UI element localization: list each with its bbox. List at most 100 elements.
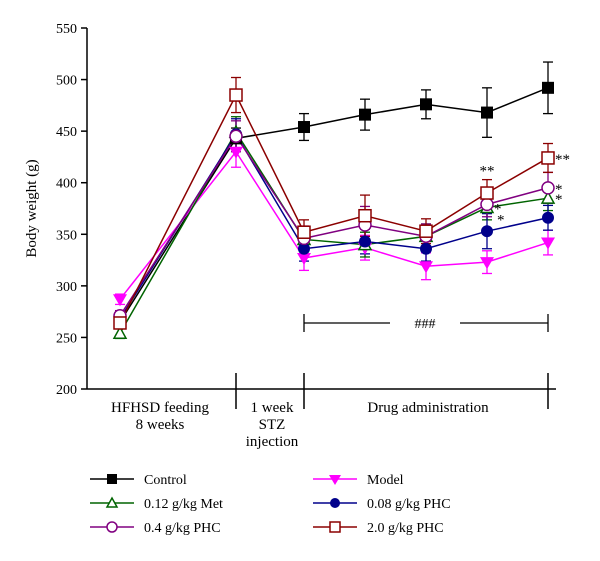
phase-label: HFHSD feeding: [111, 400, 209, 416]
data-point: [297, 253, 311, 266]
y-tick-label: 250: [56, 331, 77, 346]
marker-shape: [329, 521, 341, 533]
marker-shape: [419, 224, 433, 238]
data-point: [542, 211, 554, 224]
y-tick-label: 400: [56, 177, 77, 192]
legend-label: 0.12 g/kg Met: [144, 497, 223, 512]
y-tick-label: 300: [56, 280, 77, 295]
data-point: [298, 121, 310, 134]
y-tick-label: 200: [56, 383, 77, 398]
legend-label: 0.4 g/kg PHC: [144, 521, 221, 536]
data-point: [359, 235, 371, 248]
phase-label: Drug administration: [367, 400, 489, 416]
marker-shape: [359, 235, 371, 248]
legend-entry: Control: [90, 473, 187, 488]
data-point: [298, 242, 310, 255]
data-point: [113, 316, 127, 330]
annotation-layer: ********: [480, 152, 571, 228]
significance-star: *: [494, 201, 502, 217]
legend-entry: 2.0 g/kg PHC: [313, 521, 444, 536]
data-point: [297, 225, 311, 239]
marker-shape: [113, 316, 127, 330]
data-point: [480, 257, 494, 270]
data-point: [540, 190, 556, 204]
marker-shape: [541, 181, 555, 195]
data-point: [358, 208, 372, 223]
phase-label: 8 weeks: [136, 417, 185, 433]
legend-label: 2.0 g/kg PHC: [367, 521, 444, 536]
data-point: [229, 88, 243, 102]
marker-shape: [113, 294, 127, 307]
data-point: [481, 106, 493, 119]
marker-shape: [359, 108, 371, 121]
legend-entry: Model: [313, 473, 404, 488]
data-point: [420, 98, 432, 111]
legend-entry: 0.12 g/kg Met: [90, 496, 223, 512]
marker-shape: [420, 242, 432, 255]
significance-star: **: [480, 164, 495, 180]
significance-star: **: [555, 152, 570, 168]
axes: 200 250 300 350 400 450 500 550 Body weight (g) H…: [24, 22, 556, 450]
legend-marker: [105, 496, 119, 508]
legend-entry: 0.4 g/kg PHC: [90, 521, 221, 536]
y-axis-title: Body weight (g): [24, 159, 40, 257]
data-point: [541, 181, 555, 195]
data-point: [229, 129, 243, 144]
legend-marker: [330, 498, 340, 508]
marker-shape: [480, 257, 494, 270]
marker-shape: [540, 190, 556, 204]
legend-marker: [329, 521, 341, 533]
data-point: [112, 325, 128, 340]
data-point: [541, 151, 555, 165]
marker-shape: [419, 261, 433, 274]
significance-star: *: [555, 182, 563, 198]
data-point: [480, 197, 494, 212]
y-tick-label: 500: [56, 74, 77, 89]
data-point: [481, 225, 493, 238]
legend-entry: 0.08 g/kg PHC: [313, 497, 451, 512]
marker-shape: [297, 225, 311, 239]
marker-shape: [229, 146, 243, 159]
data-point: [113, 294, 127, 307]
marker-shape: [229, 88, 243, 102]
legend-label: Model: [367, 473, 404, 488]
marker-shape: [298, 121, 310, 134]
marker-shape: [481, 225, 493, 238]
data-point: [541, 237, 555, 250]
data-point: [229, 146, 243, 159]
marker-shape: [480, 186, 494, 200]
phase-label: 1 week: [251, 400, 294, 416]
significance-star: *: [555, 192, 563, 208]
significance-star: *: [497, 212, 505, 228]
marker-shape: [542, 211, 554, 224]
legend: Control Model 0.12 g/kg Met 0.08 g/kg PHC 0.…: [90, 473, 451, 536]
significance-label: ###: [415, 317, 436, 332]
marker-shape: [298, 242, 310, 255]
y-tick-label: 450: [56, 125, 77, 140]
data-point: [480, 186, 494, 200]
marker-shape: [112, 325, 128, 340]
data-point: [359, 108, 371, 121]
marker-shape: [481, 106, 493, 119]
marker-shape: [105, 496, 119, 508]
marker-shape: [229, 129, 243, 144]
phase-label: injection: [246, 434, 299, 450]
marker-shape: [420, 98, 432, 111]
y-tick-label: 350: [56, 228, 77, 243]
series-markers: [113, 88, 555, 330]
series-layer: [112, 61, 556, 340]
legend-marker: [107, 474, 117, 484]
y-tick-label: 550: [56, 22, 77, 37]
series-markers: [114, 128, 554, 325]
legend-label: Control: [144, 473, 187, 488]
legend-marker: [329, 475, 341, 485]
marker-shape: [329, 475, 341, 485]
data-point: [420, 242, 432, 255]
marker-shape: [541, 151, 555, 165]
marker-shape: [480, 197, 494, 212]
data-point: [542, 81, 554, 94]
data-point: [419, 224, 433, 238]
marker-shape: [330, 498, 340, 508]
legend-label: 0.08 g/kg PHC: [367, 497, 451, 512]
